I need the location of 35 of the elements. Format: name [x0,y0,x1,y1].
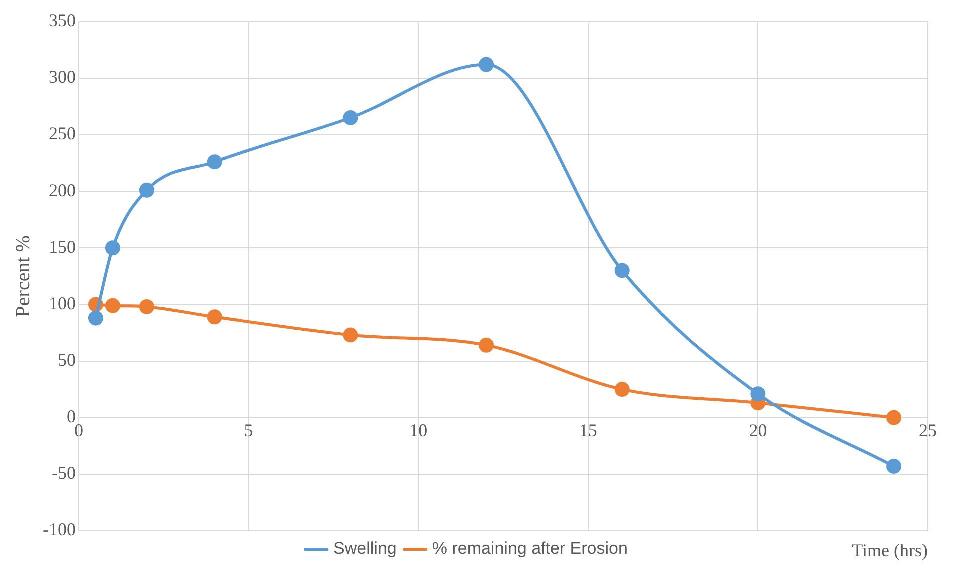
point [614,263,630,278]
y-tick-label: -100 [42,520,76,540]
point [479,338,494,353]
x-tick-label: 20 [749,420,768,440]
x-tick-label: 5 [244,420,254,440]
y-tick-label: 150 [48,236,76,257]
x-tick-label: 15 [579,420,598,440]
y-tick-label: 250 [48,124,76,144]
y-tick-label: -50 [52,463,76,484]
point [88,310,104,326]
point [614,382,630,398]
x-axis-title: Time (hrs) [852,540,928,561]
y-tick-label: 0 [66,406,76,427]
point [479,57,494,72]
legend-label: % remaining after Erosion [432,539,628,558]
point [139,299,154,314]
point [207,310,222,325]
legend-label: Swelling [334,539,397,558]
point [105,240,120,256]
y-tick-label: 100 [48,293,76,314]
point [207,154,222,170]
x-tick-label: 10 [410,420,428,440]
y-tick-label: 300 [48,67,76,88]
point [886,459,902,474]
point [343,110,358,126]
x-tick-label: 25 [919,420,937,440]
point [139,182,154,198]
y-axis-title: Percent % [12,236,34,318]
point [343,328,358,343]
point [886,410,902,426]
point [750,386,766,402]
point [105,298,120,314]
y-tick-label: 50 [58,350,76,370]
y-tick-label: 200 [48,180,76,200]
y-tick-label: 350 [48,10,76,31]
